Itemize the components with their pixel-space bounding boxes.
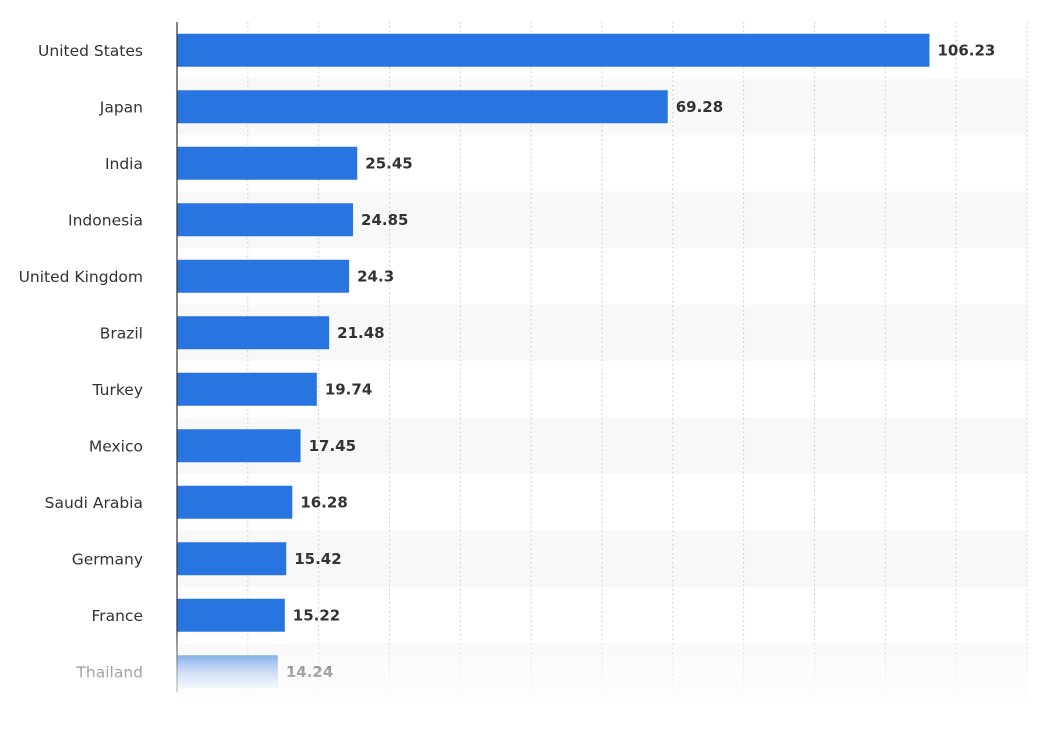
category-label: Indonesia <box>68 211 143 229</box>
bar[interactable] <box>177 90 668 124</box>
value-label: 14.24 <box>286 663 333 681</box>
bar[interactable] <box>177 372 317 406</box>
value-label: 106.23 <box>937 41 995 59</box>
value-label: 15.42 <box>294 550 341 568</box>
value-label: 24.3 <box>357 267 394 285</box>
category-labels: United States Japan India Indonesia United K… <box>19 42 143 682</box>
bar[interactable] <box>177 655 278 689</box>
value-label: 24.85 <box>361 211 408 229</box>
category-label: United Kingdom <box>19 268 143 286</box>
category-label: Mexico <box>89 437 143 455</box>
value-label: 21.48 <box>337 324 384 342</box>
category-label: Turkey <box>92 381 143 399</box>
value-label: 16.28 <box>300 493 347 511</box>
bar[interactable] <box>177 316 330 350</box>
value-label: 17.45 <box>309 437 356 455</box>
value-label: 25.45 <box>365 154 412 172</box>
value-label: 69.28 <box>676 98 723 116</box>
bar[interactable] <box>177 598 285 632</box>
bar[interactable] <box>177 259 350 293</box>
category-label: Japan <box>99 98 143 116</box>
category-label: Germany <box>72 550 143 568</box>
bar[interactable] <box>177 429 301 463</box>
category-label: India <box>105 155 143 173</box>
category-label: Brazil <box>100 324 143 342</box>
category-label: United States <box>38 42 143 60</box>
bar[interactable] <box>177 33 930 67</box>
bar[interactable] <box>177 203 354 237</box>
bar[interactable] <box>177 542 287 576</box>
category-label: Saudi Arabia <box>45 494 143 512</box>
value-label: 19.74 <box>325 380 372 398</box>
category-label: Thailand <box>75 663 143 681</box>
value-label: 15.22 <box>293 606 340 624</box>
bar[interactable] <box>177 485 293 519</box>
gridlines <box>247 22 1028 692</box>
bars <box>177 33 930 689</box>
bar[interactable] <box>177 146 358 180</box>
category-label: France <box>91 607 143 625</box>
